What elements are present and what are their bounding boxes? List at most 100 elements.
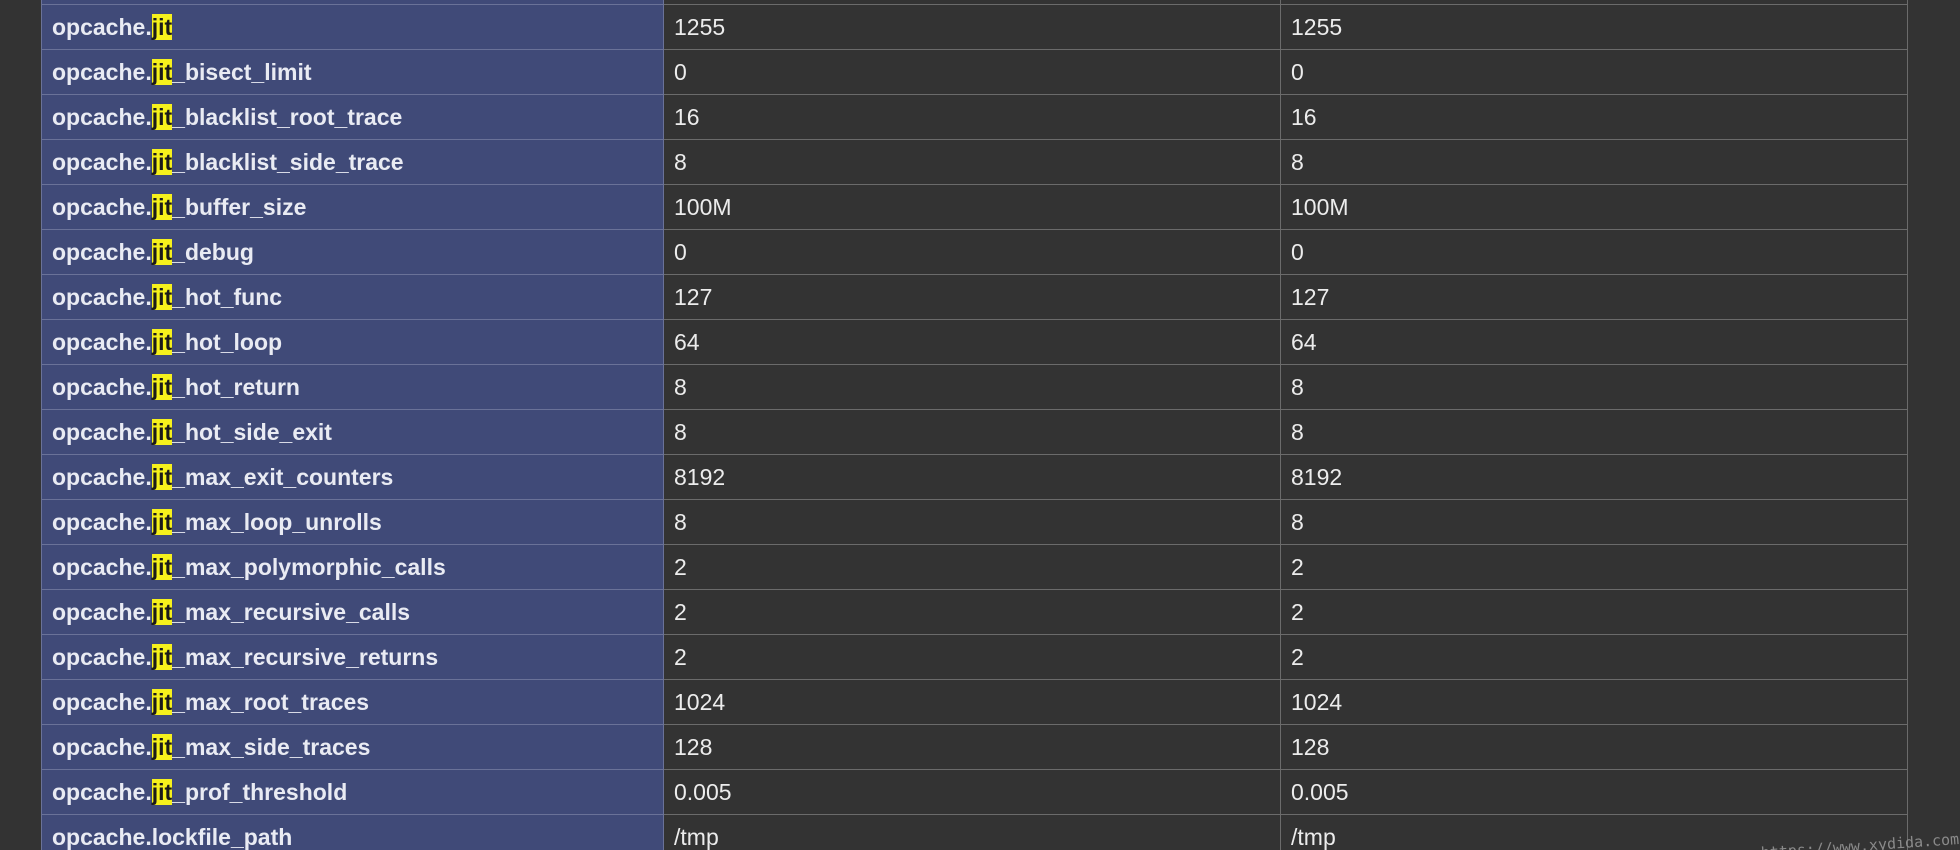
directive-name-prefix: opcache. [52, 463, 152, 490]
table-row: opcache.lockfile_path/tmp/tmp [41, 814, 1908, 850]
table-row: opcache.jit_hot_side_exit 8 8 [41, 409, 1908, 455]
directive-name-suffix: _max_exit_counters [172, 463, 394, 490]
local-value-cell: 1024 [663, 679, 1281, 725]
directive-name-prefix: opcache. [52, 148, 152, 175]
search-highlight: jit [151, 643, 173, 670]
table-row: opcache.jit_max_root_traces 1024 1024 [41, 679, 1908, 725]
directive-name-prefix: opcache. [52, 733, 152, 760]
directive-name-prefix: opcache. [52, 193, 152, 220]
directive-name-prefix: opcache. [52, 418, 152, 445]
directive-name-suffix: _prof_threshold [172, 778, 348, 805]
local-value-cell: 2 [663, 589, 1281, 635]
directive-name-prefix: opcache. [52, 688, 152, 715]
search-highlight: jit [151, 13, 173, 40]
table-body: opcache.jit 1255 1255 opcache.jit_bisect_li… [41, 0, 1908, 850]
table-row: opcache.jit_blacklist_side_trace 8 8 [41, 139, 1908, 185]
directive-name-cell: opcache.jit_max_loop_unrolls [41, 499, 664, 545]
directive-name-prefix: opcache. [52, 328, 152, 355]
directive-name-prefix: opcache. [52, 13, 152, 40]
search-highlight: jit [151, 58, 173, 85]
directive-name-cell: opcache.jit_debug [41, 229, 664, 275]
local-value-cell: /tmp [663, 814, 1281, 850]
directive-name-cell: opcache.jit_hot_loop [41, 319, 664, 365]
master-value-cell: 8 [1280, 409, 1908, 455]
master-value-cell: 0 [1280, 229, 1908, 275]
search-highlight: jit [151, 103, 173, 130]
master-value-cell: 8 [1280, 364, 1908, 410]
table-row: opcache.jit_max_side_traces 128 128 [41, 724, 1908, 770]
search-highlight: jit [151, 238, 173, 265]
local-value-cell: 127 [663, 274, 1281, 320]
directive-name-cell: opcache.jit_max_recursive_returns [41, 634, 664, 680]
table-row: opcache.jit_blacklist_root_trace 16 16 [41, 94, 1908, 140]
table-row: opcache.jit_buffer_size 100M 100M [41, 184, 1908, 230]
table-row: opcache.jit 1255 1255 [41, 4, 1908, 50]
directive-name-suffix: _max_side_traces [172, 733, 371, 760]
table-row: opcache.jit_bisect_limit 0 0 [41, 49, 1908, 95]
directive-name-suffix: _blacklist_side_trace [172, 148, 404, 175]
directive-name-suffix: _max_recursive_returns [172, 643, 439, 670]
directive-name-prefix: opcache. [52, 643, 152, 670]
directive-name-cell: opcache.jit_hot_return [41, 364, 664, 410]
table-row: opcache.jit_debug 0 0 [41, 229, 1908, 275]
local-value-cell: 8 [663, 499, 1281, 545]
directive-name-cell: opcache.jit_bisect_limit [41, 49, 664, 95]
directive-name-suffix: _hot_side_exit [172, 418, 332, 445]
search-highlight: jit [151, 733, 173, 760]
master-value-cell: 127 [1280, 274, 1908, 320]
search-highlight: jit [151, 553, 173, 580]
table-row: opcache.jit_max_recursive_returns 2 2 [41, 634, 1908, 680]
directive-name-prefix: opcache. [52, 58, 152, 85]
directive-name-prefix: opcache. [52, 103, 152, 130]
local-value-cell: 8192 [663, 454, 1281, 500]
search-highlight: jit [151, 418, 173, 445]
search-highlight: jit [151, 328, 173, 355]
table-row: opcache.jit_max_recursive_calls 2 2 [41, 589, 1908, 635]
search-highlight: jit [151, 508, 173, 535]
master-value-cell: 0.005 [1280, 769, 1908, 815]
directive-name-cell: opcache.jit_max_exit_counters [41, 454, 664, 500]
table-row: opcache.jit_max_polymorphic_calls 2 2 [41, 544, 1908, 590]
directive-name-suffix: _hot_return [172, 373, 300, 400]
directive-name-suffix: _blacklist_root_trace [172, 103, 403, 130]
directive-name-cell: opcache.jit_max_recursive_calls [41, 589, 664, 635]
search-highlight: jit [151, 193, 173, 220]
directive-name-cell: opcache.jit_buffer_size [41, 184, 664, 230]
search-highlight: jit [151, 778, 173, 805]
directive-name-cell: opcache.jit [41, 4, 664, 50]
directive-name-suffix: _hot_loop [172, 328, 283, 355]
directive-name-cell: opcache.jit_max_side_traces [41, 724, 664, 770]
local-value-cell: 128 [663, 724, 1281, 770]
master-value-cell: 2 [1280, 589, 1908, 635]
directive-name-suffix: _max_recursive_calls [172, 598, 411, 625]
directive-name-cell: opcache.jit_prof_threshold [41, 769, 664, 815]
local-value-cell: 8 [663, 409, 1281, 455]
directive-name-prefix: opcache. [52, 778, 152, 805]
directive-name-suffix: _buffer_size [172, 193, 307, 220]
master-value-cell: 8192 [1280, 454, 1908, 500]
directive-name-cell: opcache.jit_hot_func [41, 274, 664, 320]
master-value-cell: 64 [1280, 319, 1908, 365]
directive-name-suffix: _max_polymorphic_calls [172, 553, 446, 580]
directive-name-prefix: opcache. [52, 508, 152, 535]
master-value-cell: 1255 [1280, 4, 1908, 50]
directive-name-cell: opcache.lockfile_path [41, 814, 664, 850]
directive-name-cell: opcache.jit_blacklist_side_trace [41, 139, 664, 185]
search-highlight: jit [151, 688, 173, 715]
master-value-cell: 100M [1280, 184, 1908, 230]
directive-name-suffix: _hot_func [172, 283, 283, 310]
search-highlight: jit [151, 463, 173, 490]
directive-name-cell: opcache.jit_max_polymorphic_calls [41, 544, 664, 590]
local-value-cell: 100M [663, 184, 1281, 230]
local-value-cell: 0 [663, 49, 1281, 95]
local-value-cell: 1255 [663, 4, 1281, 50]
directive-name-prefix: opcache. [52, 238, 152, 265]
local-value-cell: 2 [663, 544, 1281, 590]
directive-name-cell: opcache.jit_max_root_traces [41, 679, 664, 725]
search-highlight: jit [151, 598, 173, 625]
master-value-cell: 0 [1280, 49, 1908, 95]
search-highlight: jit [151, 148, 173, 175]
local-value-cell: 16 [663, 94, 1281, 140]
directive-name-suffix: _max_loop_unrolls [172, 508, 382, 535]
